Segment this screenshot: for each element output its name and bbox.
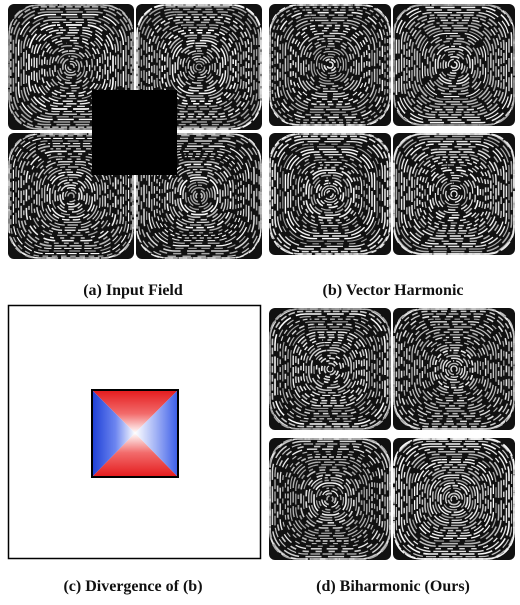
vortex [393,308,515,430]
caption: (d) Biharmonic (Ours) [316,578,470,595]
vortex [269,133,391,255]
hole-mask [92,90,177,175]
caption: (b) Vector Harmonic [322,282,463,299]
vortex [393,438,515,560]
vortex [393,133,515,255]
vortex [269,308,391,430]
caption: (a) Input Field [83,282,183,299]
vortex [393,4,515,126]
caption: (c) Divergence of (b) [63,578,202,595]
figure: (a) Input Field (b) Vector Harmonic (c) … [0,0,520,605]
divergence-map [92,390,178,477]
vortex [269,438,391,560]
vortex [269,4,391,126]
